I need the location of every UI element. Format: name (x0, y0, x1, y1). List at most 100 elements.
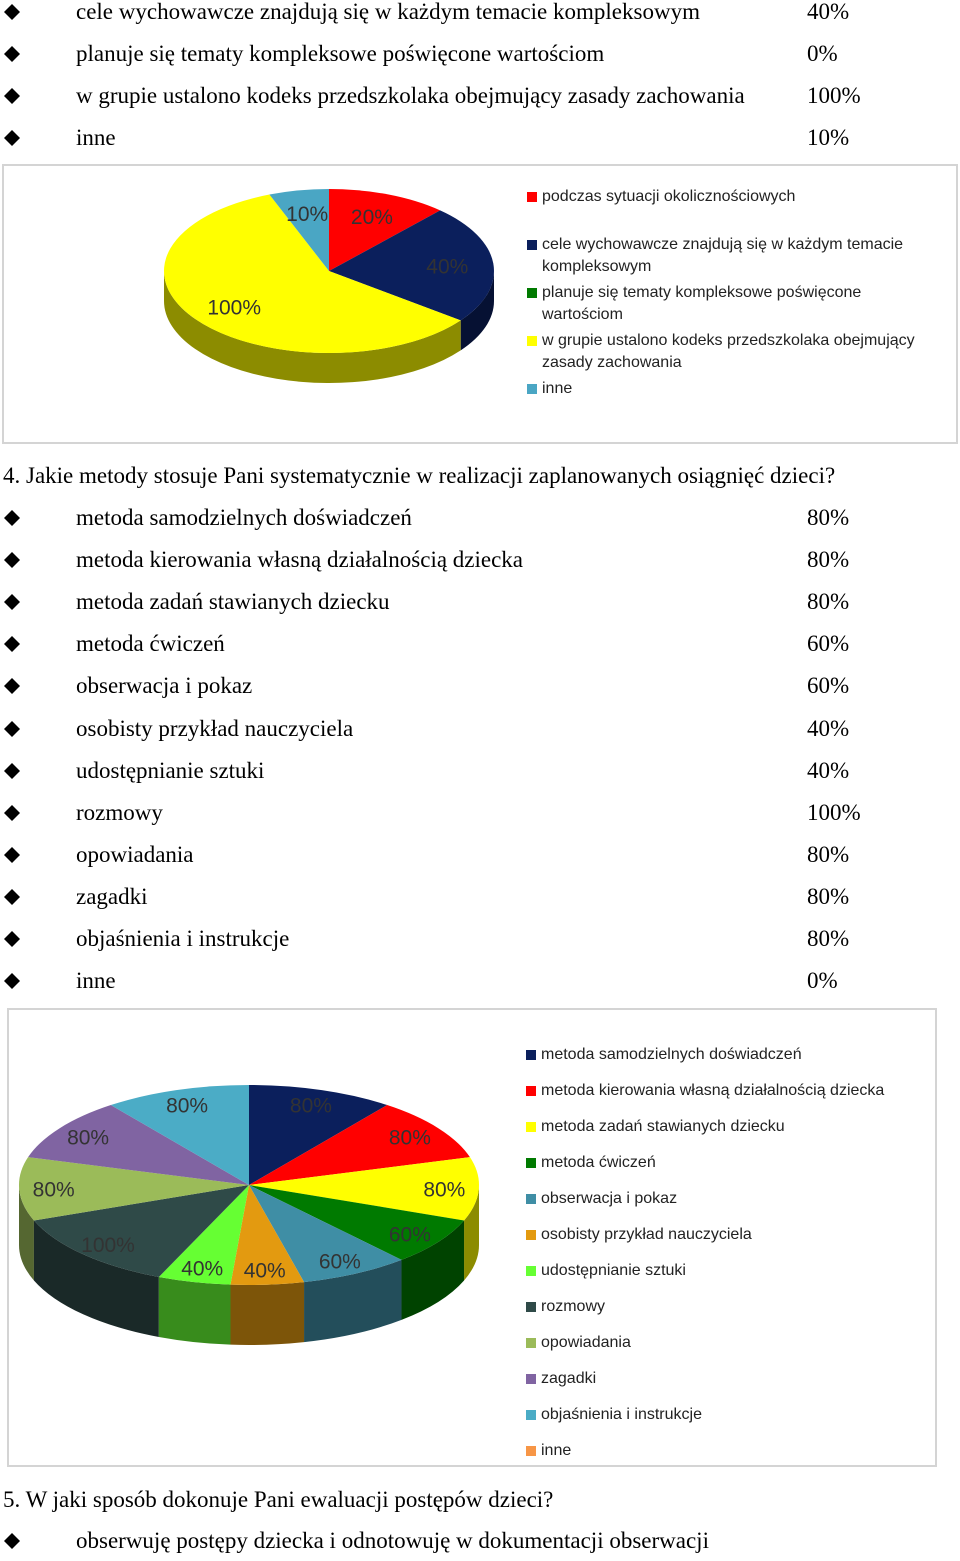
legend-label: cele wychowawcze znajdują się w każdym t… (542, 236, 904, 275)
section4-item-label: inne (76, 968, 116, 994)
pie-slice (110, 1085, 249, 1185)
section4-item: metoda kierowania własną działalnością d… (0, 540, 960, 580)
section4-item: udostępnianie sztuki 40% (0, 751, 960, 791)
section4-item-label: obserwacja i pokaz (76, 673, 253, 699)
pie-data-label: 80% (166, 1094, 208, 1117)
section3-item: cele wychowawcze znajdują się w każdym t… (0, 0, 960, 32)
section4-item-label: zagadki (76, 883, 148, 909)
pie-slice-side (464, 1185, 479, 1281)
section4-item-label: metoda zadań stawianych dziecku (76, 589, 390, 615)
legend-label: udostępnianie sztuki (541, 1262, 686, 1279)
legend-label: opowiadania (541, 1334, 631, 1351)
pie-slice (28, 1105, 249, 1185)
section5-item: obserwuję postępy dziecka i odnotowuję w… (0, 1521, 960, 1561)
diamond-bullet-icon (4, 88, 20, 104)
legend-label: metoda zadań stawianych dziecku (541, 1118, 785, 1135)
legend-swatch (526, 1266, 536, 1276)
section3-item: w grupie ustalono kodeks przedszkolaka o… (0, 76, 960, 116)
legend-label: osobisty przykład nauczyciela (541, 1226, 752, 1243)
diamond-bullet-icon (4, 510, 20, 526)
pie-slice (269, 189, 329, 271)
section4-item: osobisty przykład nauczyciela 40% (0, 709, 960, 749)
section4-item-value: 0% (807, 968, 838, 994)
diamond-bullet-icon (4, 130, 20, 146)
section4-item: metoda zadań stawianych dziecku 80% (0, 582, 960, 622)
pie-data-label: 40% (181, 1258, 223, 1281)
legend-swatch (526, 1230, 536, 1240)
pie-slice (249, 1157, 479, 1221)
pie-data-label: 60% (389, 1223, 431, 1246)
section4-item-value: 80% (807, 926, 850, 951)
legend-label: metoda samodzielnych doświadczeń (541, 1046, 802, 1063)
pie-slice (329, 210, 495, 321)
pie-slice (18, 1157, 249, 1221)
section4-item-label: metoda samodzielnych doświadczeń (76, 505, 412, 530)
section4-item: objaśnienia i instrukcje 80% (0, 919, 960, 959)
pie-slice (249, 1185, 402, 1283)
pie-data-label: 80% (423, 1178, 465, 1201)
legend-label: w grupie ustalono kodeks przedszkolaka o… (542, 332, 915, 371)
legend-swatch (526, 1374, 536, 1384)
legend-swatch (526, 1194, 536, 1204)
section3-item-label: inne (76, 125, 116, 150)
diamond-bullet-icon (4, 804, 20, 821)
section3-item-value: 10% (807, 125, 850, 150)
section3-item: planuje się tematy kompleksowe poświęcon… (0, 34, 960, 74)
diamond-bullet-icon (4, 846, 20, 863)
diamond-bullet-icon (4, 46, 20, 62)
section4-item-value: 80% (807, 505, 850, 530)
pie-slice-side (401, 1220, 465, 1320)
diamond-bullet-icon (4, 4, 20, 20)
legend-swatch (526, 1050, 536, 1060)
legend-swatch (526, 1410, 536, 1420)
legend-label: inne (541, 1442, 572, 1459)
pie-data-label: 60% (319, 1250, 361, 1273)
legend-swatch (527, 192, 537, 202)
pie-data-label: 10% (286, 203, 328, 226)
legend-goals: podczas sytuacji okolicznościowych cele w… (527, 186, 947, 426)
pie-data-label: 40% (426, 256, 468, 279)
diamond-bullet-icon (4, 594, 20, 611)
legend-swatch (526, 1158, 536, 1168)
pie-slice (33, 1185, 250, 1277)
pie-slice-side (164, 271, 461, 383)
pie-slice (249, 1085, 388, 1185)
pie-slice-side (304, 1259, 402, 1343)
diamond-bullet-icon (4, 888, 20, 905)
section4-item-value: 60% (807, 673, 850, 699)
legend-label: metoda kierowania własną działalnością d… (541, 1082, 885, 1099)
section4-item-label: opowiadania (76, 841, 194, 867)
pie-slice-side (158, 1276, 231, 1345)
legend-swatch (526, 1086, 536, 1096)
section4-item-label: metoda kierowania własną działalnością d… (76, 547, 524, 573)
pie-slice-side (33, 1220, 159, 1337)
legend-swatch (527, 288, 537, 298)
section4-item: opowiadania 80% (0, 835, 960, 875)
section4-item-value: 40% (807, 715, 850, 741)
section4-item-value: 40% (807, 757, 850, 783)
diamond-bullet-icon (4, 973, 20, 990)
legend-swatch (526, 1302, 536, 1312)
section3-item-label: cele wychowawcze znajdują się w każdym t… (76, 0, 700, 24)
pie-slice (158, 1185, 249, 1285)
legend-label: planuje się tematy kompleksowe poświęcon… (542, 284, 862, 323)
pie-slice-side (230, 1282, 305, 1345)
question-4: 4. Jakie metody stosuje Pani systematycz… (3, 463, 836, 488)
section4-item: inne 0% (0, 961, 960, 1001)
section4-item-label: rozmowy (76, 799, 163, 825)
section4-item-label: metoda ćwiczeń (76, 631, 225, 657)
legend-swatch (526, 1338, 536, 1348)
pie-chart-goals-svg: 20% 40% 100% 10% (164, 189, 495, 383)
section4-item: zagadki 80% (0, 877, 960, 917)
section4-item: metoda ćwiczeń 60% (0, 624, 960, 664)
section4-item-value: 80% (807, 841, 850, 867)
pie-chart-goals: 20% 40% 100% 10% podczas sytuacji okoliczno… (2, 164, 958, 444)
section4-item-value: 60% (807, 631, 850, 657)
section4-item: rozmowy 100% (0, 793, 960, 833)
legend-label: podczas sytuacji okolicznościowych (542, 188, 796, 205)
pie-data-label: 80% (290, 1094, 332, 1117)
pie-data-label: 80% (389, 1127, 431, 1150)
pie-data-label: 40% (244, 1260, 286, 1283)
legend-swatch (527, 336, 537, 346)
section4-item: metoda samodzielnych doświadczeń 80% (0, 498, 960, 538)
